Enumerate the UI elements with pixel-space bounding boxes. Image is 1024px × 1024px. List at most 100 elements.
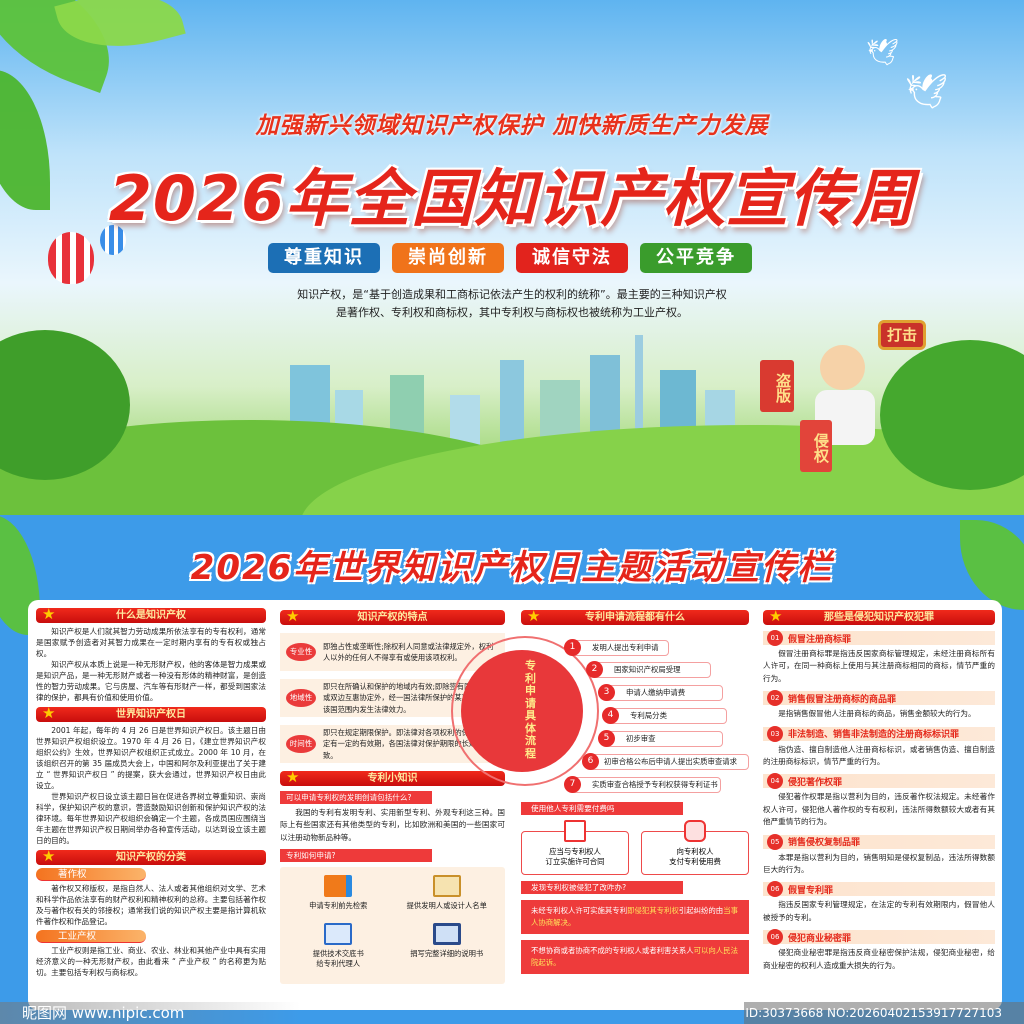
step-number: 6 xyxy=(582,753,599,770)
step-number: 7 xyxy=(564,776,581,793)
watermark-id: ID:30373668 NO:20260402153917727103 xyxy=(744,1002,1024,1024)
process-arc xyxy=(451,636,599,786)
step-label: 实质审查合格授予专利权获得专利证书 xyxy=(592,780,718,789)
paragraph: 知识产权从本质上说是一种无形财产权，他的客体是智力成果或是知识产品，是一种无形财… xyxy=(36,660,266,702)
bush xyxy=(0,330,130,480)
hot-air-balloon-icon xyxy=(100,225,126,255)
infringement-answer: 未经专利权人许可实施其专利即侵犯其专利权引起纠纷的由当事人协商解决。 xyxy=(521,900,749,934)
infringement-answer: 不想协商或者协商不成的专利权人或者利害关系人可以向人民法院起诉。 xyxy=(521,940,749,974)
crime-description: 指伪造、擅自制造他人注册商标标识，或者销售伪造、擅自制造的注册商标标识，情节严重… xyxy=(763,744,995,767)
feature-tag: 专业性 xyxy=(286,643,316,661)
header-label: 世界知识产权日 xyxy=(116,709,186,720)
answer-highlight: 当事人协商解决。 xyxy=(531,906,738,927)
crime-title-text: 非法制造、销售非法制造的注册商标标识罪 xyxy=(788,730,960,741)
watermark-site: 昵图网 www.nipic.com xyxy=(0,1002,300,1024)
crime-number: 05 xyxy=(767,833,783,850)
answer-highlight: 即侵犯其专利权 xyxy=(627,906,679,915)
apply-label: 捐写完整详细的说明书 xyxy=(410,948,484,958)
step-label: 初步审查 xyxy=(626,734,656,743)
step-label: 初审合格公布后申请人提出实质审查请求 xyxy=(604,757,738,766)
crime-number: 02 xyxy=(767,690,783,707)
patent-fee-section: 使用他人专利需要付费吗 应当与专利权人 订立实施许可合同 向专利权人 支付专利使用费… xyxy=(521,802,749,974)
crime-title: 04 侵犯著作权罪 xyxy=(763,773,995,790)
fee-text: 向专利权人 xyxy=(676,847,714,856)
crime-title-text: 侵犯商业秘密罪 xyxy=(788,933,852,944)
process-step: 3 申请人缴纳申请费 xyxy=(598,684,723,701)
badge-innovation: 崇尚创新 xyxy=(392,243,504,273)
crime-description: 指违反国家专利管理规定，在法定的专利有效期限内，假冒他人被授予的专利。 xyxy=(763,900,995,922)
badge-respect-knowledge: 尊重知识 xyxy=(268,243,380,273)
header-label: 知识产权的分类 xyxy=(116,852,186,863)
crime-description: 侵犯商业秘密罪是指违反商业秘密保护法规，侵犯商业秘密，给商业秘密的权利人造成重大… xyxy=(763,948,995,970)
process-center-label: 专利申请具体流程 xyxy=(461,650,583,772)
crime-title-text: 销售假冒注册商标的商品罪 xyxy=(788,694,897,705)
step-label: 国家知识产权局受理 xyxy=(614,665,681,674)
section-header: ★ 什么是知识产权 xyxy=(36,606,266,623)
section-title: 2026年世界知识产权日主题活动宣传栏 xyxy=(190,548,834,588)
process-step: 6 初审合格公布后申请人提出实质审查请求 xyxy=(582,753,749,770)
slogan: 加强新兴领域知识产权保护 加快新质生产力发展 xyxy=(255,113,769,139)
crime-description: 假冒注册商标罪是指违反国家商标管理规定，未经注册商标所有人许可，在同一种商标上使… xyxy=(763,649,995,683)
dove-icon: 🕊 xyxy=(866,38,900,68)
apply-item: 提供技术交底书 给专利代理人 xyxy=(284,921,393,979)
header-label: 那些是侵犯知识产权犯罪 xyxy=(824,612,934,623)
crime-title: 05 销售侵权复制品罪 xyxy=(763,833,995,850)
column-ip-basics: ★ 什么是知识产权 知识产权是人们就其智力劳动成果所依法享有的专有权利，通常是国家… xyxy=(36,606,266,978)
step-number: 3 xyxy=(598,684,615,701)
section-header: ★ 那些是侵犯知识产权犯罪 xyxy=(763,607,995,625)
crime-description: 侵犯著作权罪是指以营利为目的，违反著作权法规定。未经著作权人许可，侵犯他人著作权… xyxy=(763,792,995,827)
fee-text: 应当与专利权人 xyxy=(549,847,601,856)
intro-line: 知识产权，是“基于创造成果和工商标记依法产生的权利的统称”。最主要的三种知识产权 xyxy=(297,288,727,301)
character-head xyxy=(820,345,865,390)
apply-label: 提供发明人或设计人名单 xyxy=(406,901,487,911)
header-label: 什么是知识产权 xyxy=(116,610,186,621)
intro-text: 知识产权，是“基于创造成果和工商标记依法产生的权利的统称”。最主要的三种知识产权… xyxy=(0,286,1024,322)
process-step: 2 国家知识产权局受理 xyxy=(586,661,711,678)
question-bar: 发现专利权被侵犯了改咋办? xyxy=(521,881,683,894)
apply-item: 申请专利前先检索 xyxy=(284,873,393,921)
center-label-text: 专利申请具体流程 xyxy=(525,659,536,760)
dove-icon: 🕊 xyxy=(905,72,949,112)
hot-air-balloon-icon xyxy=(48,232,94,284)
question-bar: 可以申请专利权的发明创请包括什么? xyxy=(280,791,432,804)
answer-text: 未经专利权人许可实施其专利 xyxy=(531,906,628,915)
crime-title: 02 销售假冒注册商标的商品罪 xyxy=(763,690,995,707)
answer-highlight: 可以向人民法院起诉。 xyxy=(531,946,738,967)
crime-title-text: 侵犯著作权罪 xyxy=(788,777,843,788)
question-bar: 专利如何申请? xyxy=(280,849,432,863)
question-bar: 使用他人专利需要付费吗 xyxy=(521,802,683,815)
header-label: 专利申请流程都有什么 xyxy=(585,612,685,623)
subheader-copyright: 著作权 xyxy=(36,868,146,881)
intro-line: 是著作权、专利权和商标权，其中专利权与商标权也被统称为工业产权。 xyxy=(336,306,688,319)
column-ip-crimes: ★ 那些是侵犯知识产权犯罪 01 假冒注册商标罪 假冒注册商标罪是指违反国家商标管理… xyxy=(763,607,995,972)
fee-boxes: 应当与专利权人 订立实施许可合同 向专利权人 支付专利使用费 xyxy=(521,820,749,875)
crime-number: 06 xyxy=(767,929,783,946)
step-label: 发明人提出专利申请 xyxy=(592,643,659,652)
crime-number: 06 xyxy=(767,881,783,898)
hammer-sign: 打击 xyxy=(878,320,926,350)
step-number: 4 xyxy=(602,707,619,724)
process-step: 5 初步审查 xyxy=(598,730,723,747)
star-icon: ★ xyxy=(527,607,541,625)
crime-title-text: 假冒注册商标罪 xyxy=(788,634,852,645)
column-ip-features: ★ 知识产权的特点 专业性 即独占性或垄断性;除权利人同意或法律规定外，权利人以外的… xyxy=(280,607,505,985)
card-payment-icon xyxy=(684,820,706,842)
folder-search-icon xyxy=(324,875,353,898)
crime-title-text: 销售侵权复制品罪 xyxy=(788,838,861,849)
fee-text: 订立实施许可合同 xyxy=(545,857,605,866)
crime-description: 是指销售假冒他人注册商标的商品，销售金额较大的行为。 xyxy=(778,709,976,719)
apply-item: 捐写完整详细的说明书 xyxy=(393,921,502,979)
paragraph: 2001 年起，每年的 4 月 26 日是世界知识产权日。该主题日由世界知识产权… xyxy=(36,726,266,790)
star-icon: ★ xyxy=(769,607,783,625)
star-icon: ★ xyxy=(286,607,300,625)
process-step: 7 实质审查合格授予专利权获得专利证书 xyxy=(564,776,721,793)
crime-number: 03 xyxy=(767,725,783,742)
paragraph: 工业产权则是指工业、商业、农业、林业和其他产业中具有实用经济意义的一种无形财产权… xyxy=(36,946,266,977)
monitor-icon xyxy=(432,922,461,945)
step-label: 专利局分类 xyxy=(630,711,667,720)
crime-title: 01 假冒注册商标罪 xyxy=(763,630,995,646)
crime-number: 04 xyxy=(767,773,783,790)
section-header: ★ 知识产权的特点 xyxy=(280,607,505,625)
star-icon: ★ xyxy=(42,704,56,722)
feature-tag: 地域性 xyxy=(286,689,316,707)
